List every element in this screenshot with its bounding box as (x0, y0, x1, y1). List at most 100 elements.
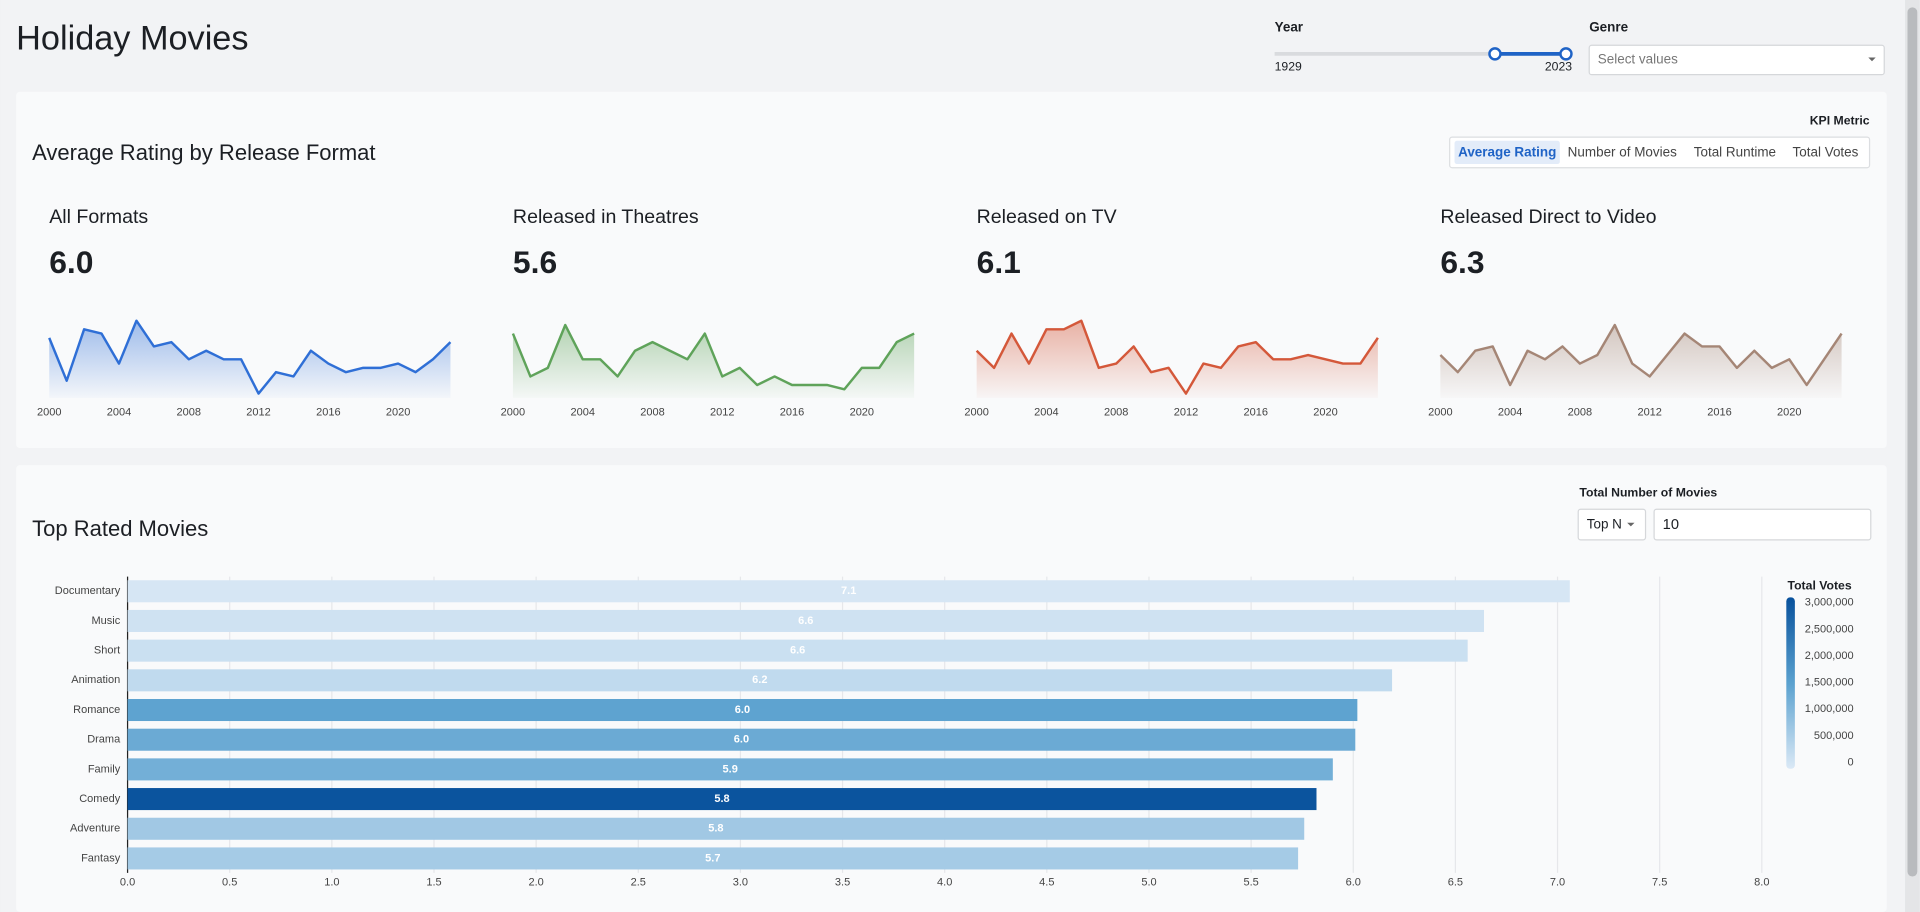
x-tick-label: 7.5 (1652, 877, 1667, 889)
x-tick-label: 2020 (850, 406, 874, 418)
x-tick-label: 0.5 (222, 877, 237, 889)
y-tick-label: Romance (73, 704, 120, 716)
kpi-title: Released on TV (977, 206, 1117, 228)
x-tick-label: 2.0 (528, 877, 543, 889)
mode-select[interactable] (1577, 508, 1647, 541)
x-tick-label: 2000 (501, 406, 525, 418)
x-tick-label: 1.5 (426, 877, 441, 889)
data-label: 5.9 (723, 763, 738, 775)
x-tick-label: 0.0 (120, 877, 135, 889)
x-tick-label: 2004 (107, 406, 131, 418)
control-label: Total Number of Movies (1579, 486, 1717, 500)
x-tick-label: 7.0 (1550, 877, 1565, 889)
y-tick-label: Comedy (79, 793, 120, 805)
area (976, 320, 1378, 398)
x-tick-label: 2012 (1637, 406, 1661, 418)
x-tick-label: 6.5 (1448, 877, 1463, 889)
x-tick-label: 2008 (1568, 406, 1592, 418)
legend-tick-label: 3,000,000 (1805, 597, 1854, 609)
data-label: 5.8 (714, 793, 729, 805)
kpi-value: 6.1 (977, 244, 1021, 280)
bar (127, 580, 1570, 603)
colorbar (1786, 597, 1795, 769)
x-tick-label: 2012 (246, 406, 270, 418)
input-value: 10 (1663, 517, 1679, 533)
x-tick-label: 2008 (1104, 406, 1128, 418)
x-tick-label: 4.5 (1039, 877, 1054, 889)
tab[interactable]: Average Rating (1458, 145, 1556, 160)
bar (127, 639, 1468, 662)
kpi-title: Released in Theatres (513, 206, 699, 228)
x-tick-label: 2020 (1313, 406, 1337, 418)
x-tick-label: 3.0 (733, 877, 748, 889)
x-tick-label: 2000 (964, 406, 988, 418)
bar (127, 788, 1317, 811)
select-placeholder: Select values (1598, 52, 1678, 67)
slider-handle[interactable] (1559, 47, 1573, 61)
number-input[interactable] (1653, 508, 1872, 541)
mode-value: Top N (1587, 517, 1622, 532)
filter-label: Year (1275, 20, 1304, 35)
bar (127, 758, 1333, 781)
x-tick-label: 2012 (710, 406, 734, 418)
bar (127, 669, 1393, 692)
area (1440, 325, 1842, 398)
x-tick-label: 1.0 (324, 877, 339, 889)
line (511, 323, 915, 391)
legend-tick-label: 1,000,000 (1805, 703, 1854, 715)
bar (127, 817, 1305, 840)
y-tick-label: Documentary (55, 585, 121, 597)
x-tick-label: 5.0 (1141, 877, 1156, 889)
tab[interactable]: Number of Movies (1568, 145, 1677, 160)
x-tick-label: 2.5 (631, 877, 646, 889)
y-tick-label: Fantasy (81, 852, 121, 864)
x-tick-label: 2004 (1498, 406, 1522, 418)
area (512, 325, 915, 398)
x-tick-label: 4.0 (937, 877, 952, 889)
legend-tick-label: 2,000,000 (1805, 650, 1854, 662)
data-label: 5.7 (705, 852, 720, 864)
x-tick-label: 2016 (1707, 406, 1731, 418)
y-tick-label: Family (88, 763, 121, 775)
x-tick-label: 2020 (1777, 406, 1801, 418)
slider-max: 2023 (1545, 60, 1572, 74)
bar (127, 609, 1485, 632)
filter-label: Genre (1589, 20, 1628, 35)
tab[interactable]: Total Votes (1793, 145, 1859, 160)
y-tick-label: Animation (71, 674, 120, 686)
slider-min: 1929 (1275, 60, 1302, 74)
section-title: Average Rating by Release Format (32, 140, 375, 165)
x-tick-label: 2000 (37, 406, 61, 418)
select-caret (1627, 522, 1635, 527)
line (48, 319, 452, 395)
legend-tick-label: 1,500,000 (1805, 677, 1854, 689)
line (1439, 323, 1843, 387)
x-tick-label: 2016 (780, 406, 804, 418)
x-tick-label: 8.0 (1754, 877, 1769, 889)
scrollbar-thumb[interactable] (1907, 7, 1918, 877)
tab[interactable]: Total Runtime (1694, 145, 1776, 160)
kpi-title: All Formats (49, 206, 148, 228)
control-label: KPI Metric (1810, 113, 1870, 127)
y-tick-label: Short (94, 645, 120, 657)
x-tick-label: 2004 (570, 406, 594, 418)
legend-tick-label: 0 (1848, 757, 1854, 769)
select-box[interactable] (1588, 44, 1885, 76)
bar (127, 698, 1358, 722)
section-title: Top Rated Movies (32, 516, 208, 541)
x-tick-label: 2012 (1174, 406, 1198, 418)
kpi-panel (16, 91, 1887, 449)
x-tick-label: 5.5 (1243, 877, 1258, 889)
slider-handle[interactable] (1488, 47, 1502, 61)
page-title: Holiday Movies (16, 19, 248, 57)
data-label: 6.6 (790, 645, 805, 657)
x-tick-label: 2016 (1244, 406, 1268, 418)
y-tick-label: Drama (87, 734, 121, 746)
legend-title: Total Votes (1788, 579, 1852, 593)
tab-selected (1454, 140, 1560, 165)
data-label: 5.8 (708, 823, 723, 835)
y-tick-label: Adventure (70, 823, 120, 835)
x-tick-label: 2020 (386, 406, 410, 418)
kpi-value: 6.3 (1440, 244, 1484, 280)
